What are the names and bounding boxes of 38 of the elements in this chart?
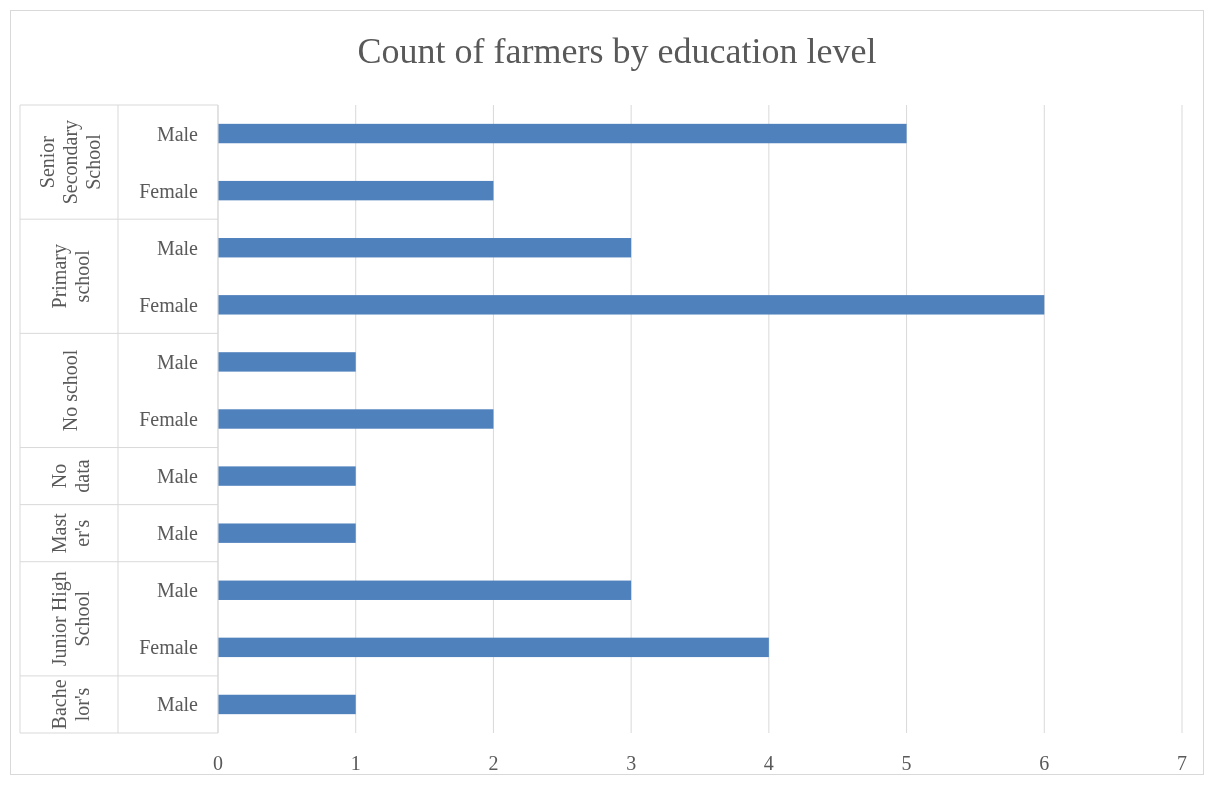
x-tick-label: 5 [901, 752, 912, 774]
text: No school [59, 349, 81, 432]
y-tick-label: Male [156, 236, 199, 259]
y-tick-label: Male [156, 465, 199, 488]
y-tick-label: Male [156, 122, 199, 145]
x-tick-label: 7 [1177, 752, 1187, 774]
x-tick-label: 3 [626, 752, 637, 774]
y-tick-label: Female [139, 293, 199, 316]
bar [218, 523, 356, 543]
bar [218, 466, 356, 486]
x-tick-label: 0 [213, 752, 223, 774]
x-tick-label: 1 [350, 752, 361, 774]
y-tick-label: Male [156, 522, 199, 545]
x-tick-label: 6 [1039, 752, 1050, 774]
text: Bachelor's [47, 679, 93, 730]
bar [218, 123, 907, 144]
text: Master's [47, 512, 93, 554]
y-tick-label: Male [156, 350, 199, 373]
bar [218, 637, 769, 658]
y-tick-label: Male [156, 693, 199, 716]
x-tick-label: 2 [488, 752, 499, 774]
bar [218, 295, 1045, 315]
y-tick-label: Male [156, 579, 199, 602]
text: Primary school [47, 244, 93, 309]
text: No data [47, 459, 93, 493]
text: Junior High School [47, 571, 93, 667]
x-tick-label: 4 [763, 752, 774, 774]
bar [218, 694, 356, 715]
chart-title: Count of farmers by education level [357, 31, 877, 71]
bar [218, 352, 356, 372]
y-tick-label: Female [139, 408, 199, 430]
bar [218, 238, 632, 258]
bar [218, 180, 494, 201]
bar [218, 580, 632, 600]
y-tick-label: Female [139, 179, 199, 202]
bar [218, 409, 494, 429]
y-tick-label: Female [139, 636, 199, 659]
text: Senior Secondary School [36, 119, 104, 205]
